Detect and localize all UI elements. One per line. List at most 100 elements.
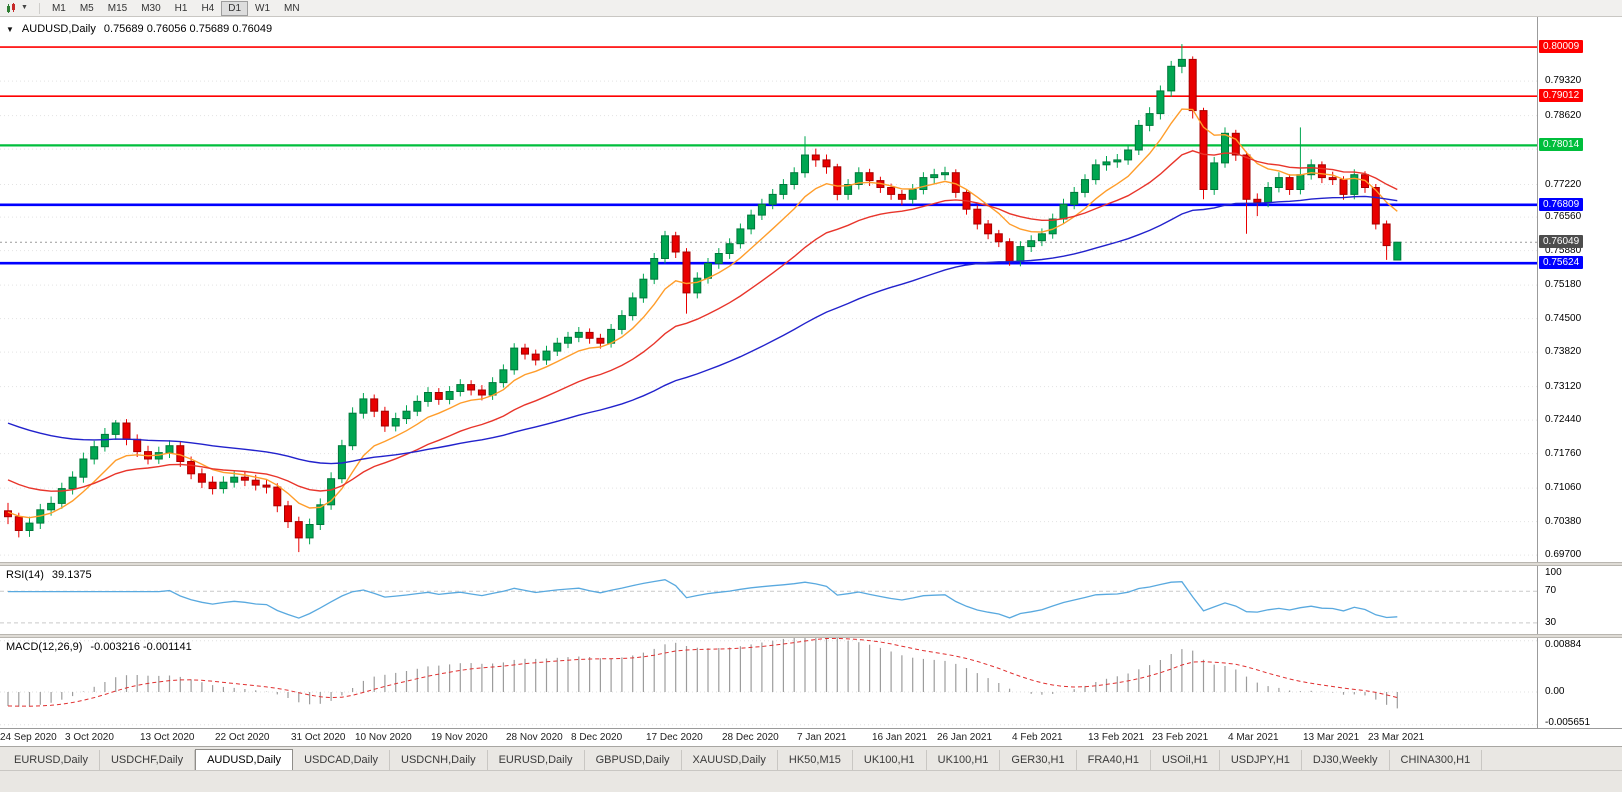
date-tick-label: 7 Jan 2021 — [797, 732, 847, 743]
price-tick-label: 0.72440 — [1545, 414, 1582, 426]
price-tick-label: 0.75180 — [1545, 279, 1582, 291]
macd-tick-label: 0.00 — [1545, 686, 1565, 697]
date-tick-label: 13 Mar 2021 — [1303, 732, 1360, 743]
chart-tab-15[interactable]: DJ30,Weekly — [1302, 750, 1390, 770]
timeframe-button-h1[interactable]: H1 — [168, 1, 195, 16]
date-tick-label: 17 Dec 2020 — [646, 732, 703, 743]
date-tick-label: 22 Oct 2020 — [215, 732, 270, 743]
ma-mid-line — [7, 150, 1398, 492]
ma-slow-line — [7, 195, 1398, 465]
chart-tab-12[interactable]: FRA40,H1 — [1077, 750, 1151, 770]
ma-fast-line — [7, 108, 1398, 519]
chart-tab-14[interactable]: USDJPY,H1 — [1220, 750, 1302, 770]
chevron-down-icon: ▼ — [21, 4, 28, 11]
rsi-tick-label: 100 — [1545, 567, 1562, 578]
chart-symbol-title: AUDUSD,Daily — [21, 23, 96, 35]
price-tick-label: 0.70380 — [1545, 515, 1582, 527]
timeframe-button-h4[interactable]: H4 — [194, 1, 221, 16]
timeframe-button-m5[interactable]: M5 — [73, 1, 101, 16]
chart-menu-icon[interactable]: ▼ — [6, 24, 14, 34]
timeframe-button-mn[interactable]: MN — [277, 1, 307, 16]
rsi-value: 39.1375 — [51, 569, 92, 581]
price-tick-label: 0.71060 — [1545, 482, 1582, 494]
macd-chart-canvas[interactable] — [0, 638, 1537, 728]
date-tick-label: 24 Sep 2020 — [0, 732, 57, 743]
chart-tab-13[interactable]: USOil,H1 — [1151, 750, 1220, 770]
timeframe-button-d1[interactable]: D1 — [221, 0, 249, 16]
rsi-line — [8, 579, 1398, 619]
date-tick-label: 4 Mar 2021 — [1228, 732, 1279, 743]
price-tick-label: 0.73120 — [1545, 380, 1582, 392]
date-tick-label: 23 Feb 2021 — [1152, 732, 1209, 743]
periodicity-toolbar: ▼ M1 M5 M15 M30 H1 H4 D1 W1 MN — [0, 0, 1622, 17]
price-level-badge: 0.78014 — [1539, 138, 1584, 152]
price-axis-border — [1537, 17, 1538, 728]
date-tick-label: 4 Feb 2021 — [1012, 732, 1063, 743]
chart-title-overlay: ▼ AUDUSD,Daily 0.75689 0.76056 0.75689 0… — [6, 23, 272, 35]
date-tick-label: 13 Feb 2021 — [1088, 732, 1145, 743]
price-chart-canvas[interactable] — [0, 17, 1537, 562]
chart-ohlc-values: 0.75689 0.76056 0.75689 0.76049 — [103, 23, 273, 35]
pane-splitter-rsi[interactable] — [0, 562, 1622, 566]
chart-tab-4[interactable]: USDCNH,Daily — [390, 750, 488, 770]
macd-signal-line — [7, 638, 1398, 707]
chart-type-button[interactable]: ▼ — [6, 2, 28, 14]
chart-tab-1[interactable]: USDCHF,Daily — [100, 750, 196, 770]
timeframe-button-w1[interactable]: W1 — [248, 1, 277, 16]
rsi-name: RSI(14) — [6, 569, 44, 581]
timeframe-button-m30[interactable]: M30 — [134, 1, 167, 16]
date-tick-label: 28 Dec 2020 — [722, 732, 779, 743]
price-level-badge: 0.79012 — [1539, 89, 1584, 103]
chart-tab-0[interactable]: EURUSD,Daily — [3, 750, 100, 770]
timeframe-button-m1[interactable]: M1 — [45, 1, 73, 16]
price-tick-label: 0.73820 — [1545, 346, 1582, 358]
date-tick-label: 23 Mar 2021 — [1368, 732, 1425, 743]
toolbar-separator — [38, 2, 40, 14]
date-tick-label: 10 Nov 2020 — [355, 732, 412, 743]
chart-tab-8[interactable]: HK50,M15 — [778, 750, 853, 770]
timeframe-button-group: M1 M5 M15 M30 H1 H4 D1 W1 MN — [45, 0, 307, 16]
macd-histogram — [7, 638, 1398, 709]
price-level-badge: 0.80009 — [1539, 40, 1584, 54]
candlestick-series — [4, 44, 1402, 553]
price-tick-label: 0.77220 — [1545, 178, 1582, 190]
chart-tab-9[interactable]: UK100,H1 — [853, 750, 927, 770]
status-bar — [0, 770, 1622, 792]
price-tick-label: 0.74500 — [1545, 312, 1582, 324]
date-tick-label: 26 Jan 2021 — [937, 732, 993, 743]
chart-tab-16[interactable]: CHINA300,H1 — [1390, 750, 1483, 770]
chart-tabs-bar: EURUSD,Daily USDCHF,Daily AUDUSD,Daily USDC… — [0, 746, 1622, 770]
chart-tab-11[interactable]: GER30,H1 — [1000, 750, 1077, 770]
macd-tick-label: 0.00884 — [1545, 639, 1582, 650]
date-tick-label: 16 Jan 2021 — [872, 732, 928, 743]
price-level-badge: 0.75624 — [1539, 256, 1584, 270]
sr-lines[interactable] — [0, 46, 1537, 265]
candlestick-chart-icon — [7, 2, 15, 13]
grid-lines — [0, 80, 1537, 556]
date-axis: 24 Sep 2020 3 Oct 2020 13 Oct 2020 22 Oct 2… — [0, 728, 1622, 746]
price-tick-label: 0.78620 — [1545, 109, 1582, 121]
chart-tab-6[interactable]: GBPUSD,Daily — [585, 750, 682, 770]
chart-tab-5[interactable]: EURUSD,Daily — [488, 750, 585, 770]
rsi-chart-canvas[interactable] — [0, 566, 1537, 634]
macd-values: -0.003216 -0.001141 — [90, 641, 192, 653]
timeframe-button-m15[interactable]: M15 — [101, 1, 134, 16]
price-tick-label: 0.79320 — [1545, 75, 1582, 87]
macd-tick-label: -0.005651 — [1545, 717, 1591, 728]
pane-splitter-macd[interactable] — [0, 634, 1622, 638]
price-tick-label: 0.71760 — [1545, 447, 1582, 459]
date-tick-label: 8 Dec 2020 — [571, 732, 623, 743]
chart-tab-7[interactable]: XAUUSD,Daily — [682, 750, 778, 770]
rsi-indicator-label: RSI(14) 39.1375 — [6, 569, 92, 581]
chart-tab-3[interactable]: USDCAD,Daily — [293, 750, 391, 770]
date-tick-label: 28 Nov 2020 — [506, 732, 563, 743]
chart-tab-10[interactable]: UK100,H1 — [927, 750, 1001, 770]
date-tick-label: 19 Nov 2020 — [431, 732, 488, 743]
price-level-badge: 0.76809 — [1539, 197, 1584, 211]
price-tick-label: 0.69700 — [1545, 549, 1582, 561]
chart-tab-2[interactable]: AUDUSD,Daily — [195, 749, 294, 770]
rsi-tick-label: 30 — [1545, 616, 1557, 628]
macd-indicator-label: MACD(12,26,9) -0.003216 -0.001141 — [6, 641, 192, 653]
date-tick-label: 13 Oct 2020 — [140, 732, 195, 743]
